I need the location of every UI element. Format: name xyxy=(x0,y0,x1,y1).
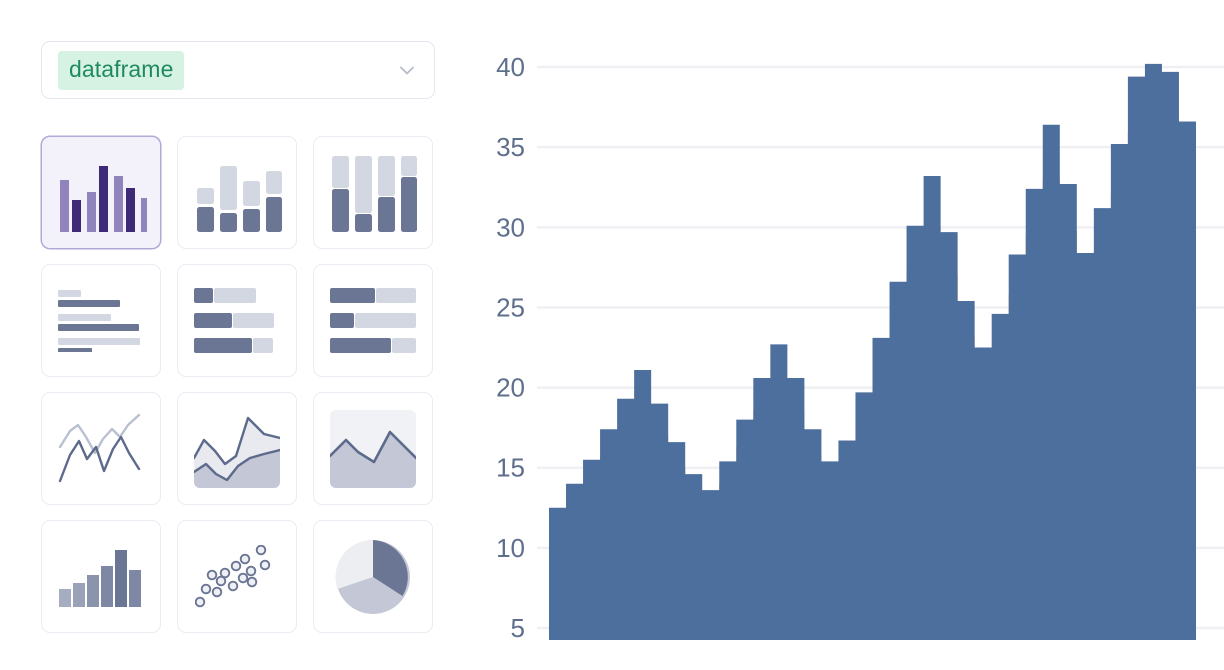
chart-y-axis-ticks: 5 10 15 20 25 30 35 40 xyxy=(496,52,525,643)
chart-preview-panel: 5 10 15 20 25 30 35 40 xyxy=(470,0,1224,670)
series-area-series-1-blue xyxy=(549,63,1196,640)
chart-config-panel: dataframe xyxy=(0,0,470,670)
dataframe-chip: dataframe xyxy=(58,50,185,90)
chart-type-grid xyxy=(41,136,435,633)
dataframe-select[interactable]: dataframe xyxy=(41,41,435,99)
y-axis-tick-label: 5 xyxy=(511,613,525,643)
grouped-bar-icon xyxy=(60,165,147,232)
stacked-area-icon xyxy=(194,416,280,488)
y-axis-tick-label: 15 xyxy=(496,453,525,483)
chart-type-full-stacked-hbar[interactable] xyxy=(313,264,433,377)
stacked-hbar-icon xyxy=(194,287,274,353)
y-axis-tick-label: 10 xyxy=(496,533,525,563)
chart-type-histogram[interactable] xyxy=(41,520,161,633)
chart-type-full-stacked-bar[interactable] xyxy=(313,136,433,249)
chart-type-stacked-bar[interactable] xyxy=(177,136,297,249)
y-axis-tick-label: 40 xyxy=(496,52,525,82)
y-axis-tick-label: 30 xyxy=(496,212,525,242)
y-axis-tick-label: 20 xyxy=(496,373,525,403)
chart-type-line[interactable] xyxy=(41,392,161,505)
chart-type-area[interactable] xyxy=(313,392,433,505)
chevron-down-icon[interactable] xyxy=(394,57,420,83)
chart-type-pie[interactable] xyxy=(313,520,433,633)
scatter-plot-icon xyxy=(195,544,271,607)
chart-type-scatter[interactable] xyxy=(177,520,297,633)
chart-type-grouped-bar[interactable] xyxy=(41,136,161,249)
area-chart-icon xyxy=(330,409,416,488)
pie-chart-icon xyxy=(335,539,410,614)
full-stacked-hbar-icon xyxy=(330,287,416,353)
histogram-icon xyxy=(59,549,141,607)
chart-type-stacked-area[interactable] xyxy=(177,392,297,505)
grouped-hbar-icon xyxy=(58,289,140,352)
chart-type-grouped-hbar[interactable] xyxy=(41,264,161,377)
y-axis-tick-label: 25 xyxy=(496,292,525,322)
chart-type-stacked-hbar[interactable] xyxy=(177,264,297,377)
stacked-bar-icon xyxy=(197,165,282,232)
line-chart-icon xyxy=(58,413,141,482)
y-axis-tick-label: 35 xyxy=(496,132,525,162)
full-stacked-bar-icon xyxy=(332,155,417,232)
stacked-area-chart: 5 10 15 20 25 30 35 40 xyxy=(496,52,1224,643)
chart-series-areas xyxy=(549,63,1196,641)
